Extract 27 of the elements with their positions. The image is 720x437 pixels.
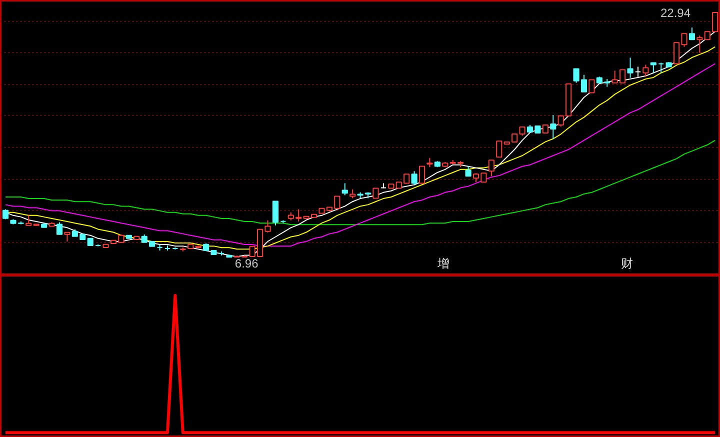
candlestick (550, 114, 556, 140)
candlestick (64, 232, 70, 242)
candlestick (496, 140, 502, 158)
candlestick (650, 62, 656, 74)
candlestick (272, 200, 279, 226)
candlestick (380, 182, 386, 189)
candlestick (56, 222, 63, 235)
candlestick (588, 79, 595, 94)
candlestick (465, 166, 472, 177)
annotation: 22.94 (660, 6, 691, 20)
candlestick (696, 35, 703, 54)
annotation: 增 (436, 256, 450, 270)
candlestick (411, 170, 418, 186)
candlestick (488, 160, 494, 177)
candlestick (426, 158, 433, 168)
candlestick (418, 166, 426, 184)
candlestick (26, 214, 32, 226)
annotation: 6.96 (234, 256, 259, 270)
annotation: 财 (620, 256, 633, 270)
candlestick (658, 62, 664, 74)
candlestick (372, 188, 379, 199)
candlestick (642, 64, 649, 78)
candlestick (688, 27, 696, 40)
candlestick (627, 57, 634, 78)
candlestick (342, 182, 348, 196)
candlestick (558, 115, 564, 128)
candlestick (634, 66, 642, 78)
